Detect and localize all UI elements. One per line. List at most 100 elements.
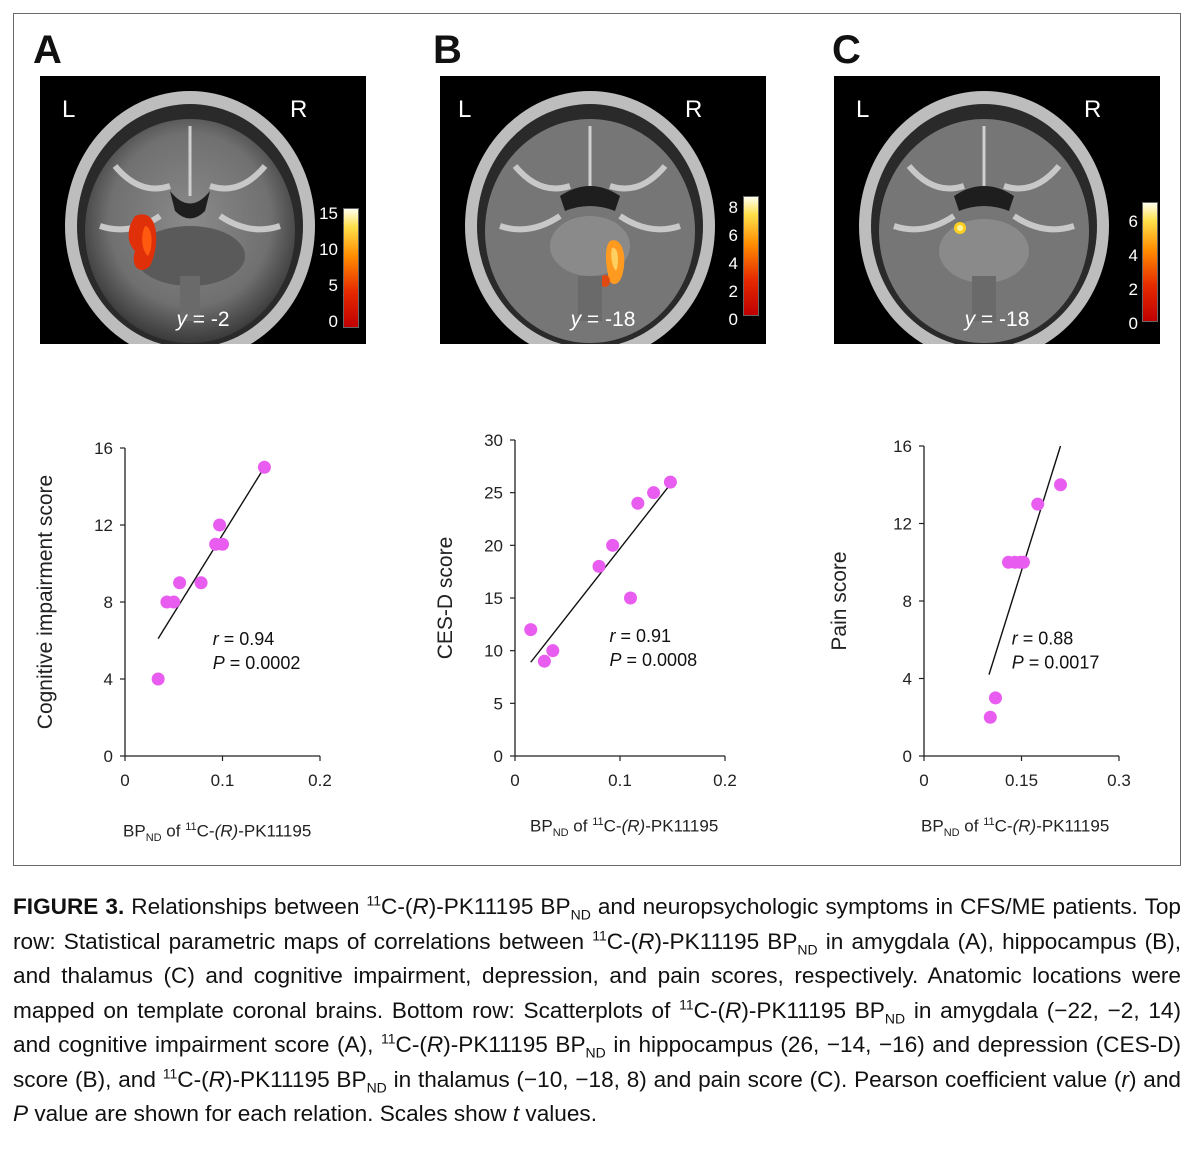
y-axis-label: Cognitive impairment score	[34, 475, 57, 729]
data-point	[624, 591, 637, 605]
scale-tick-b-4: 0	[728, 310, 738, 329]
y-tick-label: 5	[494, 694, 503, 713]
p-annotation: P = 0.0017	[1012, 652, 1100, 672]
x-tick-label: 0.1	[211, 771, 235, 790]
x-tick-label: 0.15	[1005, 771, 1038, 790]
scale-tick-c-0: 6	[1128, 212, 1138, 231]
figure-frame	[13, 13, 1181, 866]
t-scale-bar-c	[1142, 202, 1158, 322]
r-annotation: r = 0.91	[610, 626, 672, 646]
y-tick-label: 15	[484, 589, 503, 608]
figure-caption: FIGURE 3. Relationships between 11C-(R)-…	[13, 892, 1182, 1126]
scatter-plot-b: 0 5 10 15 20 25 30 0 0.1 0.2 CES-D score r = 0.91 P …	[420, 420, 780, 825]
slice-label-a: y = -2	[176, 308, 230, 331]
data-point	[524, 623, 538, 637]
x-tick-label: 0.1	[608, 771, 632, 790]
r-annotation: r = 0.88	[1012, 628, 1074, 648]
x-tick-label: 0.2	[713, 771, 737, 790]
scale-tick-a-2: 5	[328, 276, 338, 295]
y-tick-label: 4	[903, 670, 912, 689]
y-tick-label: 0	[494, 747, 503, 766]
r-annotation: r = 0.94	[213, 629, 275, 649]
scale-tick-c-2: 2	[1128, 280, 1138, 299]
y-tick-label: 16	[893, 437, 912, 456]
x-tick-label: 0	[919, 771, 928, 790]
y-tick-label: 0	[104, 747, 113, 766]
data-point	[1031, 497, 1045, 511]
data-point	[983, 710, 997, 724]
x-tick-label: 0.3	[1107, 771, 1131, 790]
brain-map-c: L R y = -18 6 4 2 0	[834, 76, 1160, 344]
caption-label: FIGURE 3.	[13, 894, 125, 919]
scale-tick-a-0: 15	[319, 204, 338, 223]
data-point	[537, 654, 551, 668]
brain-image-a	[65, 91, 315, 344]
panel-letter-a: A	[33, 28, 62, 72]
data-point	[989, 691, 1002, 705]
y-tick-label: 25	[484, 484, 503, 503]
data-point	[606, 538, 620, 552]
y-tick-label: 12	[94, 516, 113, 535]
t-scale-bar-a	[343, 208, 359, 328]
data-point	[173, 576, 187, 590]
data-point	[194, 576, 208, 590]
panel-letter-c: C	[832, 28, 861, 72]
data-point	[1016, 555, 1030, 569]
scatter-plot-a: 0 4 8 12 16 0 0.1 0.2 Cognitive impairment score…	[20, 420, 380, 825]
right-label-c: R	[1084, 96, 1102, 123]
slice-label-c: y = -18	[964, 308, 1030, 331]
data-point	[216, 537, 229, 551]
x-axis-caption-c: BPND of 11C-(R)-PK11195	[921, 816, 1110, 840]
scatter-plot-c: 0 4 8 12 16 0 0.15 0.3 Pain score r = 0.88 P = 0.0…	[814, 420, 1174, 825]
y-tick-label: 4	[104, 670, 113, 689]
brain-image-c	[859, 91, 1109, 344]
left-label-a: L	[62, 96, 76, 123]
x-tick-label: 0	[120, 771, 129, 790]
scale-tick-b-3: 2	[728, 282, 738, 301]
y-tick-label: 8	[903, 592, 912, 611]
x-axis-caption-a: BPND of 11C-(R)-PK11195	[123, 821, 312, 845]
p-annotation: P = 0.0008	[610, 650, 698, 670]
scale-tick-c-3: 0	[1128, 314, 1138, 333]
data-point	[1054, 478, 1067, 492]
scatter-svg-a: 0 4 8 12 16 0 0.1 0.2 Cognitive impairment score…	[34, 439, 332, 790]
scale-tick-a-3: 0	[328, 312, 338, 331]
scatter-svg-b: 0 5 10 15 20 25 30 0 0.1 0.2 CES-D score r = 0.91 P …	[434, 431, 737, 790]
y-tick-label: 12	[893, 515, 912, 534]
x-tick-label: 0.2	[308, 771, 332, 790]
data-point	[631, 496, 645, 510]
data-point	[647, 486, 661, 500]
data-point	[151, 672, 165, 686]
data-point	[213, 518, 227, 532]
scale-tick-b-1: 6	[728, 226, 738, 245]
brain-map-b: L R y = -18 8 6 4 2 0	[440, 76, 766, 344]
y-tick-label: 0	[903, 747, 912, 766]
scale-tick-b-2: 4	[728, 254, 738, 273]
y-tick-label: 8	[104, 593, 113, 612]
data-point	[167, 595, 181, 609]
y-axis-label: CES-D score	[434, 537, 457, 660]
brain-image-b	[465, 91, 715, 344]
scale-tick-c-1: 4	[1128, 246, 1138, 265]
right-label-a: R	[290, 96, 308, 123]
brain-map-a: L R y = -2 15 10 5 0	[40, 76, 366, 344]
scale-tick-a-1: 10	[319, 240, 338, 259]
left-label-c: L	[856, 96, 870, 123]
scale-tick-b-0: 8	[728, 198, 738, 217]
regression-line	[530, 483, 671, 663]
y-axis-label: Pain score	[828, 551, 851, 650]
data-point	[592, 559, 606, 573]
right-label-b: R	[685, 96, 703, 123]
x-axis-caption-b: BPND of 11C-(R)-PK11195	[530, 816, 719, 840]
scatter-svg-c: 0 4 8 12 16 0 0.15 0.3 Pain score r = 0.88 P = 0.0…	[828, 437, 1131, 790]
regression-line	[157, 466, 266, 639]
y-tick-label: 30	[484, 431, 503, 450]
p-annotation: P = 0.0002	[213, 653, 301, 673]
slice-label-b: y = -18	[570, 308, 636, 331]
data-point	[546, 644, 560, 658]
left-label-b: L	[458, 96, 472, 123]
data-point	[663, 475, 677, 489]
x-tick-label: 0	[510, 771, 519, 790]
t-scale-bar-b	[743, 196, 759, 316]
y-tick-label: 10	[484, 642, 503, 661]
